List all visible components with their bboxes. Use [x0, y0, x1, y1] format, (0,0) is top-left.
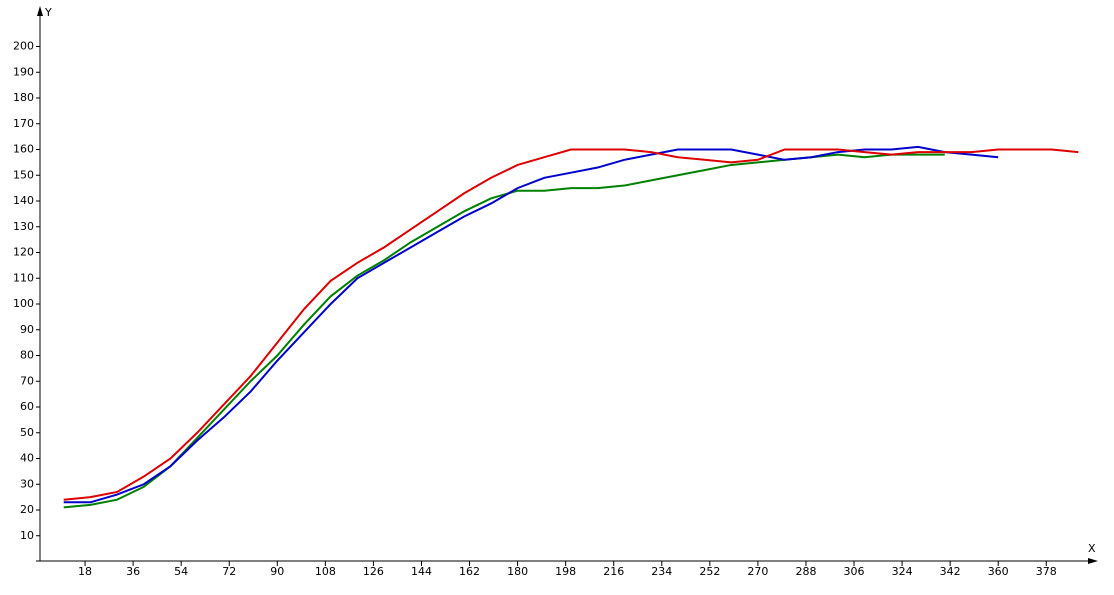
x-tick-label: 324 — [892, 565, 913, 578]
y-tick-label: 50 — [20, 426, 34, 439]
x-tick-label: 180 — [507, 565, 528, 578]
y-tick-label: 60 — [20, 400, 34, 413]
line-series — [63, 145, 999, 504]
x-arrow — [1088, 558, 1098, 564]
x-tick-label: 360 — [988, 565, 1009, 578]
y-tick-label: 100 — [13, 297, 34, 310]
x-tick-label: 198 — [555, 565, 576, 578]
y-tick-label: 140 — [13, 194, 34, 207]
y-arrow — [37, 6, 43, 16]
x-tick-label: 216 — [603, 565, 624, 578]
x-tick-label: 378 — [1036, 565, 1057, 578]
x-tick-label: 288 — [795, 565, 816, 578]
x-tick-label: 54 — [174, 565, 188, 578]
x-tick-label: 36 — [126, 565, 140, 578]
x-tick-label: 72 — [222, 565, 236, 578]
y-tick-label: 130 — [13, 220, 34, 233]
x-tick-label: 144 — [411, 565, 432, 578]
y-tick-label: 10 — [20, 529, 34, 542]
y-tick-label: 200 — [13, 40, 34, 53]
x-tick-label: 162 — [459, 565, 480, 578]
x-axis-label: X — [1088, 542, 1096, 555]
y-tick-label: 20 — [20, 503, 34, 516]
x-tick-label: 108 — [315, 565, 336, 578]
y-tick-label: 110 — [13, 271, 34, 284]
x-tick-label: 342 — [940, 565, 961, 578]
line-series — [63, 148, 1079, 501]
y-tick-label: 90 — [20, 323, 34, 336]
y-axis-label: Y — [44, 6, 52, 19]
x-tick-label: 126 — [363, 565, 384, 578]
y-tick-label: 170 — [13, 117, 34, 130]
x-tick-label: 306 — [844, 565, 865, 578]
x-tick-label: 90 — [270, 565, 284, 578]
y-tick-label: 70 — [20, 374, 34, 387]
y-tick-label: 190 — [13, 65, 34, 78]
y-tick-label: 30 — [20, 477, 34, 490]
line-series — [63, 153, 945, 509]
y-tick-label: 40 — [20, 452, 34, 465]
x-tick-label: 18 — [78, 565, 92, 578]
y-tick-label: 160 — [13, 143, 34, 156]
x-tick-label: 234 — [651, 565, 672, 578]
y-tick-label: 180 — [13, 91, 34, 104]
y-tick-label: 120 — [13, 246, 34, 259]
x-tick-label: 270 — [747, 565, 768, 578]
y-tick-label: 150 — [13, 168, 34, 181]
y-tick-label: 80 — [20, 349, 34, 362]
x-tick-label: 252 — [699, 565, 720, 578]
